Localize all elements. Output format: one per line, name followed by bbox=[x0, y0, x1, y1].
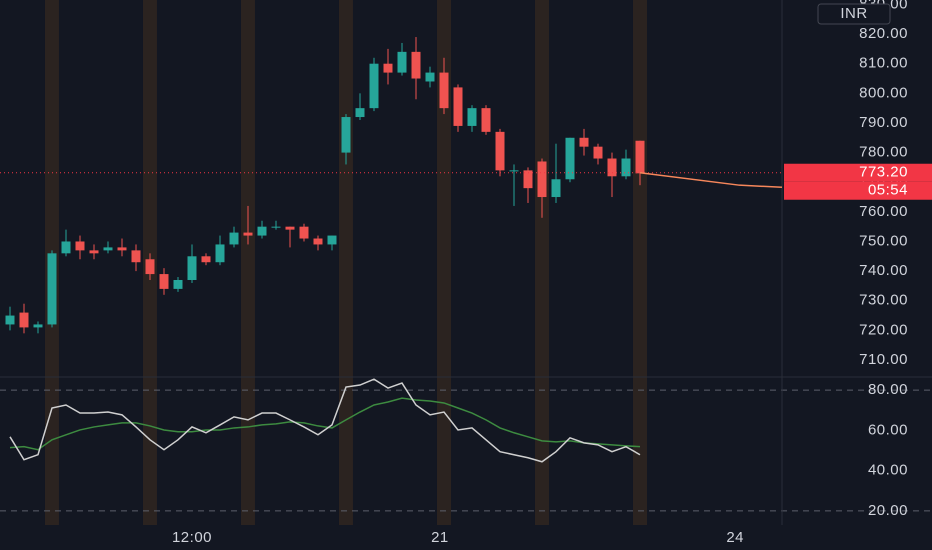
background-layer bbox=[0, 0, 932, 525]
y-tick-label: 810.00 bbox=[859, 55, 908, 72]
countdown-box bbox=[784, 181, 932, 200]
candle-body bbox=[47, 253, 57, 325]
candle-body bbox=[593, 146, 603, 159]
candle-body bbox=[453, 87, 463, 126]
candle-body bbox=[397, 51, 407, 73]
y-tick-label: 40.00 bbox=[868, 462, 908, 479]
candle-body bbox=[173, 280, 183, 289]
candle-body bbox=[229, 232, 239, 245]
candle-body bbox=[355, 108, 365, 118]
y-tick-label: 780.00 bbox=[859, 144, 908, 161]
indicator-line bbox=[9, 378, 641, 463]
candle-body bbox=[565, 137, 575, 180]
candle-body bbox=[117, 247, 127, 251]
candle-body bbox=[495, 131, 505, 171]
candle-body bbox=[313, 238, 323, 245]
y-tick-label: 760.00 bbox=[859, 203, 908, 220]
candle-body bbox=[411, 51, 421, 79]
projection-line bbox=[639, 171, 783, 189]
y-tick-label: 730.00 bbox=[859, 292, 908, 309]
y-tick-label: 710.00 bbox=[859, 351, 908, 368]
candle-body bbox=[607, 158, 617, 177]
candle-body bbox=[201, 256, 211, 263]
countdown-label: 05:54 bbox=[868, 182, 908, 199]
y-tick-label: 790.00 bbox=[859, 114, 908, 131]
x-tick-label: 24 bbox=[726, 529, 744, 546]
candle-body bbox=[551, 179, 561, 198]
candle-body bbox=[33, 324, 43, 328]
candle-body bbox=[467, 108, 477, 126]
session-highlight bbox=[534, 0, 549, 525]
candle-body bbox=[257, 226, 267, 236]
y-tick-label: 800.00 bbox=[859, 84, 908, 101]
candle-body bbox=[285, 226, 295, 230]
candle-body bbox=[19, 312, 29, 328]
candle-body bbox=[131, 250, 141, 263]
session-highlight bbox=[436, 0, 451, 525]
candle-body bbox=[103, 247, 113, 251]
candle-body bbox=[537, 161, 547, 198]
y-tick-label: 60.00 bbox=[868, 421, 908, 438]
candle-body bbox=[5, 315, 15, 325]
x-tick-label: 12:00 bbox=[172, 529, 212, 546]
candle-body bbox=[621, 158, 631, 177]
candle-body bbox=[369, 63, 379, 109]
x-tick-label: 21 bbox=[431, 529, 449, 546]
candle-body bbox=[383, 63, 393, 73]
candle-body bbox=[187, 256, 197, 280]
candle-body bbox=[299, 226, 309, 239]
candle-body bbox=[75, 241, 85, 251]
indicator-line bbox=[9, 397, 641, 451]
session-highlight bbox=[632, 0, 647, 525]
y-tick-label: 80.00 bbox=[868, 381, 908, 398]
currency-label[interactable]: INR bbox=[840, 5, 867, 22]
y-tick-label: 740.00 bbox=[859, 262, 908, 279]
session-highlight bbox=[240, 0, 255, 525]
y-tick-label: 720.00 bbox=[859, 321, 908, 338]
session-highlight bbox=[338, 0, 353, 525]
candle-body bbox=[439, 72, 449, 109]
candle-body bbox=[159, 274, 169, 289]
candle-body bbox=[341, 117, 351, 153]
candle-body bbox=[635, 140, 645, 174]
candle-body bbox=[215, 244, 225, 263]
candle-body bbox=[327, 235, 337, 245]
candle-body bbox=[243, 232, 253, 236]
y-tick-label: 20.00 bbox=[868, 502, 908, 519]
candle-body bbox=[509, 170, 519, 172]
currency-box[interactable] bbox=[817, 3, 891, 25]
candle-body bbox=[523, 170, 533, 189]
candle-body bbox=[145, 259, 155, 275]
candle-body bbox=[61, 241, 71, 254]
y-tick-label: 820.00 bbox=[859, 25, 908, 42]
candle-body bbox=[425, 72, 435, 82]
candle-body bbox=[579, 137, 589, 147]
candle-body bbox=[481, 108, 491, 132]
candle-body bbox=[89, 250, 99, 254]
candle-body bbox=[271, 226, 281, 228]
last-price-label: 773.20 bbox=[859, 164, 908, 181]
last-price-box bbox=[784, 163, 932, 182]
y-tick-label: 750.00 bbox=[859, 232, 908, 249]
